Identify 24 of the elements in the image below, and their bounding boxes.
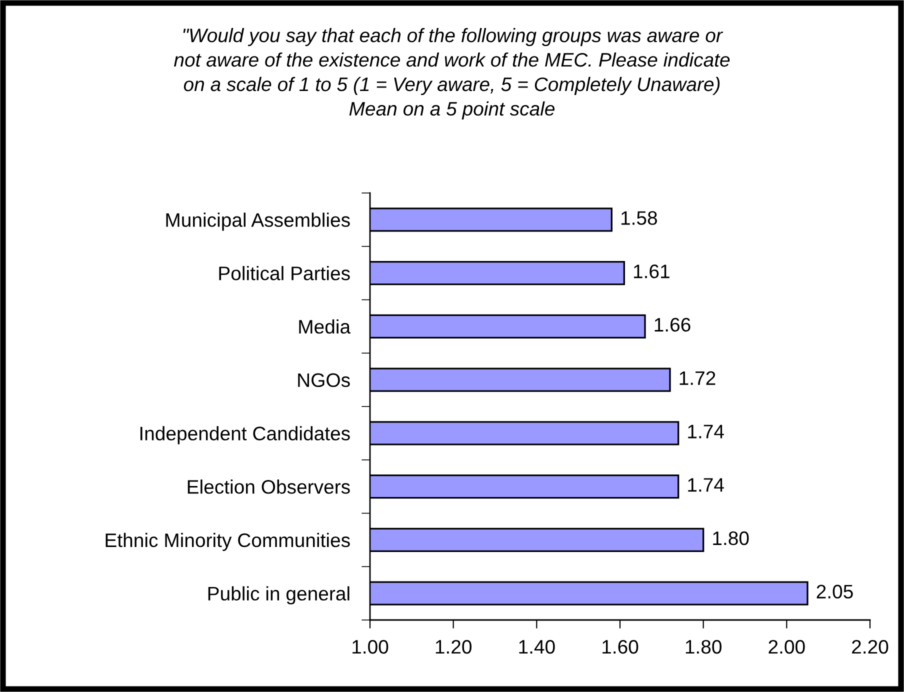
x-tick-label: 1.40 [519, 640, 555, 654]
y-tick-label: NGOs [298, 373, 350, 388]
y-tick-label: Ethnic Minority Communities [106, 532, 350, 552]
x-tick-label: 1.60 [602, 640, 638, 654]
data-label: 1.58 [621, 211, 657, 225]
y-tick-label: Election Observers [188, 480, 350, 494]
y-tick-label: Political Parties [219, 266, 350, 280]
x-tick-label: 2.00 [768, 640, 805, 654]
data-label: 1.80 [713, 531, 749, 546]
data-label: 1.66 [654, 318, 690, 332]
data-label: 2.05 [816, 584, 853, 599]
x-tick-label: 1.80 [686, 640, 722, 654]
x-tick-label: 2.20 [852, 640, 888, 654]
y-tick-label: Public in general [208, 586, 350, 604]
chart-title: "Would you say that each of the following groups was aware or not aware of the existence and work of the MEC. Please indicate on a scale of 1 to 5 (1 = Very aware, 5 = Completely Unaware) Mean on a 5 point scale [174, 28, 730, 120]
data-label: 1.61 [634, 264, 670, 278]
data-label: 1.74 [688, 478, 724, 492]
x-tick-label: 1.20 [436, 640, 472, 654]
y-tick-label: Media [299, 319, 351, 334]
y-tick-label: Independent Candidates [140, 426, 350, 444]
data-label: 1.74 [688, 424, 724, 438]
x-tick-label: 1.00 [352, 640, 388, 654]
data-label: 1.72 [680, 371, 716, 385]
y-tick-label: Municipal Assemblies [166, 212, 350, 231]
